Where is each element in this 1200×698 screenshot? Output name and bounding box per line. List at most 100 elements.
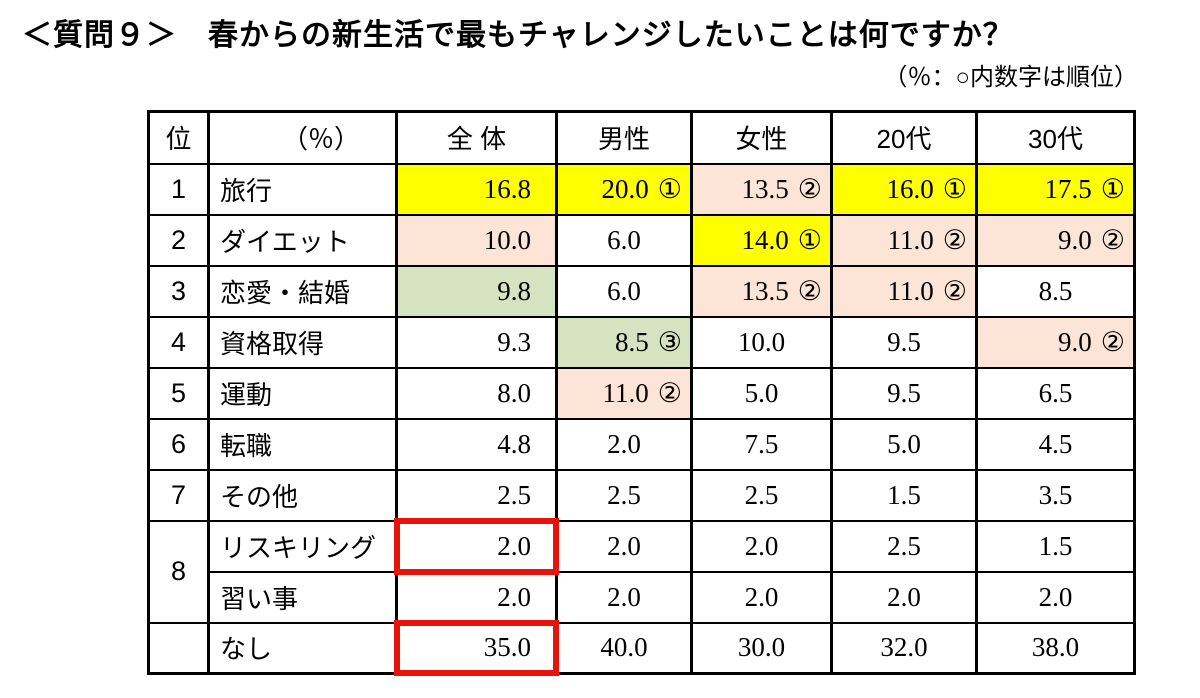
value-cell: 9.0 ② xyxy=(975,315,1136,369)
red-highlight-box xyxy=(394,517,559,575)
table-header: 位（％）全 体男性 女性 20代 30代 xyxy=(147,110,1136,165)
value-cell: 30.0 xyxy=(690,621,833,675)
item-cell: 転職 xyxy=(207,417,398,471)
rank-circle-badge: ② xyxy=(942,275,967,306)
value-cell: 6.5 xyxy=(975,366,1136,420)
value-text: 2.0 xyxy=(607,581,641,612)
value-cell: 16.0 ① xyxy=(830,162,978,216)
rank-circle-badge: ③ xyxy=(657,326,682,357)
value-cell: 8.0 xyxy=(395,366,558,420)
value-cell: 2.0 xyxy=(394,517,559,575)
value-cell: 40.0 xyxy=(555,621,693,675)
value-text: 16.0 xyxy=(886,173,934,204)
value-text: 11.0 xyxy=(887,275,934,306)
rank-circle-badge: ① xyxy=(797,224,822,255)
rank-circle-badge: ② xyxy=(1100,326,1125,357)
value-text: 9.8 xyxy=(497,275,531,306)
table-row: 8 リスキリング 2.0 2.0 2.0 2.5 1.5 xyxy=(147,517,1136,624)
value-cell: 1.5 xyxy=(830,468,978,522)
rank-circle-badge: ① xyxy=(1100,173,1125,204)
item-cell: 旅行 xyxy=(207,162,398,216)
rank-cell: 2 xyxy=(147,213,210,267)
rank-cell: 8 xyxy=(147,519,210,624)
value-cell: 11.0 ② xyxy=(830,264,978,318)
value-cell: 2.0 xyxy=(555,570,693,624)
value-text: 2.0 xyxy=(497,530,531,561)
value-cell: 2.0 xyxy=(690,519,833,573)
value-text: 35.0 xyxy=(483,632,531,663)
item-cell: 習い事 xyxy=(207,570,398,624)
value-cell: 11.0 ② xyxy=(555,366,693,420)
value-text: 1.5 xyxy=(887,479,921,510)
value-text: 11.0 xyxy=(602,377,649,408)
column-header-total: 全 体 xyxy=(395,110,558,165)
rank-circle-badge: ① xyxy=(657,173,682,204)
item-cell: その他 xyxy=(207,468,398,522)
value-cell: 2.0 xyxy=(555,417,693,471)
value-text: 5.0 xyxy=(744,377,779,408)
value-cell: 2.0 xyxy=(690,570,833,624)
value-text: 38.0 xyxy=(1031,632,1080,663)
item-cell: なし xyxy=(207,621,398,675)
table-row: 6 転職 4.8 2.0 7.5 5.0 4.5 xyxy=(147,417,1136,471)
value-cell: 7.5 xyxy=(690,417,833,471)
value-text: 20.0 xyxy=(601,173,649,204)
value-cell: 9.3 xyxy=(395,315,558,369)
value-text: 9.5 xyxy=(887,326,921,357)
value-cell: 35.0 xyxy=(394,619,559,676)
value-text: 7.5 xyxy=(744,428,779,459)
table-row: 習い事 2.0 2.0 2.0 2.0 2.0 xyxy=(149,570,1136,624)
value-text: 11.0 xyxy=(887,224,934,255)
value-text: 2.5 xyxy=(497,479,531,510)
value-cell: 16.8 xyxy=(395,162,558,216)
value-text: 2.5 xyxy=(607,479,641,510)
value-cell: 13.5 ② xyxy=(690,264,833,318)
column-header-item: （％） xyxy=(207,110,398,165)
value-text: 6.5 xyxy=(1038,377,1073,408)
column-header-female: 女性 xyxy=(690,110,833,165)
column-header-rank: 位 xyxy=(147,110,210,165)
rank-cell: 7 xyxy=(147,468,210,522)
value-cell: 38.0 xyxy=(975,621,1136,675)
value-text: 32.0 xyxy=(880,632,928,663)
value-cell: 4.8 xyxy=(395,417,558,471)
value-text: 30.0 xyxy=(737,632,786,663)
page-title: ＜質問９＞ 春からの新生活で最もチャレンジしたいことは何ですか？ xyxy=(22,19,1014,52)
rank-circle-badge: ② xyxy=(657,377,682,408)
column-header-20s: 20代 xyxy=(830,110,978,165)
table-row: 3 恋愛・結婚 9.8 6.0 13.5 ② 11.0 ② 8.5 xyxy=(147,264,1136,318)
survey-results-table: 位（％）全 体男性 女性 20代 30代 1 旅行 16.8 20.0 ① 13.5 ② 16.0 ①… xyxy=(147,110,1136,676)
value-text: 13.5 xyxy=(741,173,789,204)
legend-note: （％：○内数字は順位） xyxy=(883,65,1139,91)
value-text: 2.0 xyxy=(1038,581,1073,612)
value-text: 2.0 xyxy=(744,581,779,612)
value-text: 2.0 xyxy=(497,581,531,612)
value-text: 9.3 xyxy=(497,326,531,357)
value-text: 2.5 xyxy=(744,479,779,510)
table-row: なし 35.0 40.0 30.0 32.0 38.0 xyxy=(147,619,1136,676)
value-text: 14.0 xyxy=(741,224,789,255)
value-cell: 2.0 xyxy=(975,570,1136,624)
value-cell: 6.0 xyxy=(555,213,693,267)
value-cell: 2.5 xyxy=(830,519,978,573)
value-text: 8.0 xyxy=(497,377,531,408)
table-row: 4 資格取得 9.3 8.5 ③ 10.0 9.5 9.0 ② xyxy=(147,315,1136,369)
rank-circle-badge: ② xyxy=(942,224,967,255)
value-cell: 2.0 xyxy=(830,570,978,624)
value-cell: 9.0 ② xyxy=(975,213,1136,267)
value-text: 2.0 xyxy=(744,530,779,561)
value-cell: 2.5 xyxy=(690,468,833,522)
value-cell: 17.5 ① xyxy=(975,162,1136,216)
value-cell: 3.5 xyxy=(975,468,1136,522)
value-cell: 4.5 xyxy=(975,417,1136,471)
value-text: 17.5 xyxy=(1044,173,1092,204)
value-cell: 6.0 xyxy=(555,264,693,318)
value-text: 2.0 xyxy=(887,581,921,612)
header-row: 位（％）全 体男性 女性 20代 30代 xyxy=(147,110,1136,165)
table-row: 2 ダイエット 10.0 6.0 14.0 ① 11.0 ② 9.0 ② xyxy=(147,213,1136,267)
value-cell: 14.0 ① xyxy=(690,213,833,267)
value-cell: 9.5 xyxy=(830,366,978,420)
value-text: 2.0 xyxy=(607,530,641,561)
value-text: 10.0 xyxy=(483,224,531,255)
value-text: 8.5 xyxy=(615,326,649,357)
